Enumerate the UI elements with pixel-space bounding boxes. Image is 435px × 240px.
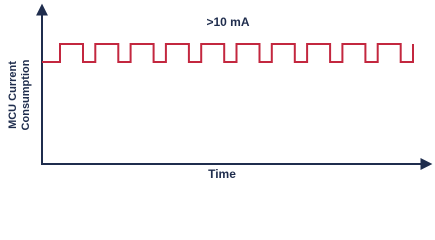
- y-axis-label-line: MCU Current: [7, 61, 19, 129]
- y-axis-label-line: Consumption: [20, 59, 32, 130]
- diagram: >10 mA MCU Current Consumption Time: [7, 3, 433, 181]
- current-waveform: [42, 43, 414, 63]
- x-axis-label: Time: [208, 167, 236, 181]
- current-annotation: >10 mA: [206, 15, 249, 29]
- y-axis-label: MCU Current Consumption: [7, 59, 32, 130]
